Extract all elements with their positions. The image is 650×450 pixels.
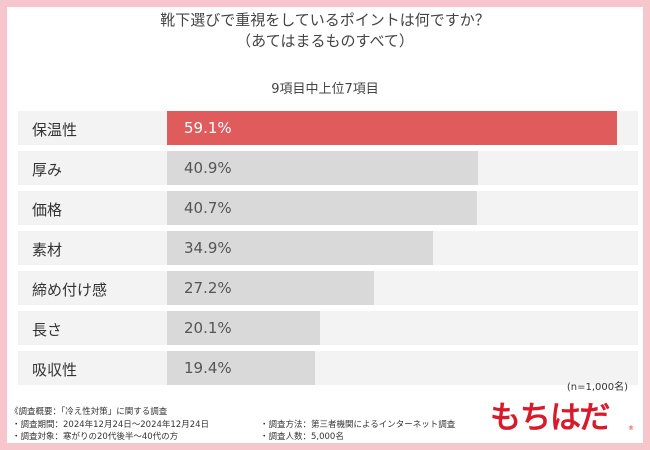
footnote-outline: 《調査概要：「冷え性対策」に関する調査 [10, 407, 168, 417]
value-label: 59.1% [184, 119, 232, 137]
chart-title: 靴下選びで重視をしているポイントは何ですか？ [160, 11, 490, 29]
value-label: 34.9% [184, 239, 232, 257]
bar-row-background [18, 311, 638, 345]
chart-note: 9項目中上位7項目 [271, 82, 379, 97]
bar [167, 191, 477, 225]
footnote-count: ・調査人数：5,000名 [260, 432, 344, 442]
category-label: 締め付け感 [32, 281, 108, 299]
registered-mark: ® [628, 425, 634, 432]
bar [167, 231, 433, 265]
category-label: 長さ [32, 321, 63, 339]
value-label: 40.7% [184, 199, 232, 217]
bar-row-background [18, 351, 638, 385]
category-label: 保温性 [32, 121, 78, 139]
category-label: 吸収性 [32, 361, 78, 379]
footnote-target: ・調査対象：寒がりの20代後半～40代の方 [12, 432, 179, 442]
category-label: 厚み [32, 161, 63, 179]
bar [167, 151, 478, 185]
chart-subtitle: （あてはまるものすべて） [236, 32, 414, 50]
footnote-method: ・調査方法：第三者機関によるインターネット調査 [260, 420, 456, 430]
bar [167, 351, 315, 385]
category-label: 価格 [32, 201, 63, 219]
footnote-period: ・調査期間：2024年12月24日～2024年12月24日 [12, 420, 210, 430]
bar [167, 271, 374, 305]
brand-logo: もちはだ [490, 400, 610, 436]
value-label: 19.4% [184, 359, 232, 377]
value-label: 27.2% [184, 279, 232, 297]
sample-size-label: (n=1,000名) [566, 382, 628, 393]
category-label: 素材 [32, 241, 63, 259]
bar [167, 111, 617, 145]
bar [167, 311, 320, 345]
value-label: 20.1% [184, 319, 232, 337]
value-label: 40.9% [184, 159, 232, 177]
